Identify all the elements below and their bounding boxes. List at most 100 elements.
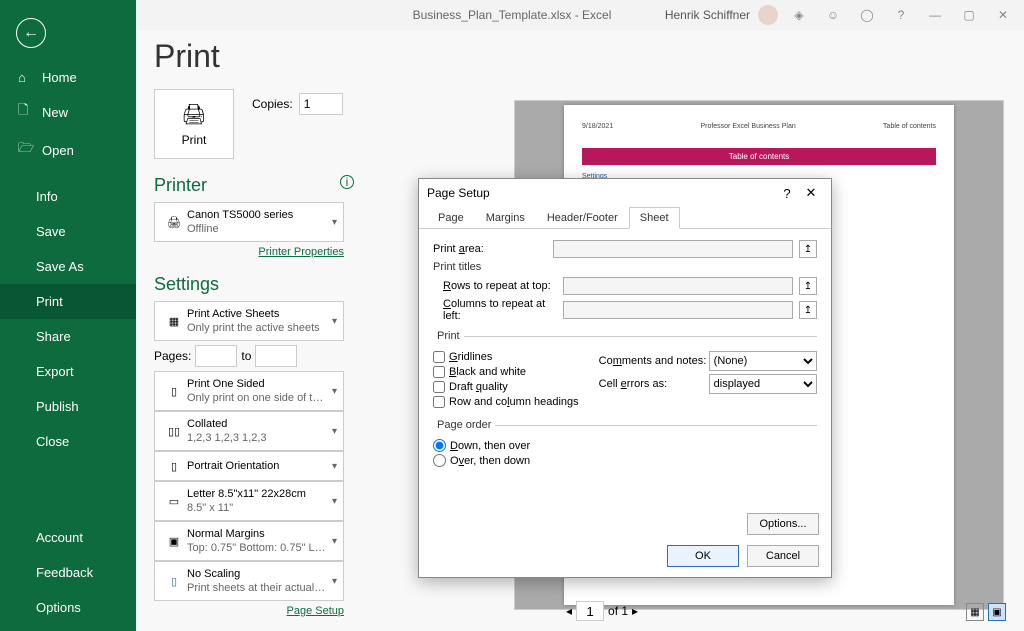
info-icon[interactable]: i	[340, 175, 354, 189]
nav-feedback[interactable]: Feedback	[0, 555, 136, 590]
dialog-close-button[interactable]: ✕	[799, 185, 823, 201]
nav-close[interactable]: Close	[0, 424, 136, 459]
tab-sheet[interactable]: Sheet	[629, 207, 680, 229]
settings-heading: Settings	[154, 274, 354, 295]
tab-header-footer[interactable]: Header/Footer	[536, 207, 629, 229]
ok-button[interactable]: OK	[667, 545, 739, 567]
comments-select[interactable]: (None)	[709, 351, 817, 371]
prev-page-button[interactable]: ◂	[566, 604, 572, 618]
new-icon: 🗋	[18, 101, 32, 123]
diamond-icon[interactable]: ◈	[786, 8, 812, 22]
nav-options[interactable]: Options	[0, 590, 136, 625]
rows-repeat-input[interactable]	[563, 277, 793, 295]
nav-account[interactable]: Account	[0, 520, 136, 555]
chk-draft[interactable]: Draft quality	[433, 381, 579, 393]
chevron-down-icon: ▾	[332, 426, 337, 437]
page-setup-link[interactable]: Page Setup	[287, 605, 345, 617]
errors-label: Cell errors as:	[599, 378, 709, 390]
nav-print[interactable]: Print	[0, 284, 136, 319]
nav-info[interactable]: Info	[0, 179, 136, 214]
cols-repeat-input[interactable]	[563, 301, 793, 319]
back-button[interactable]: ←	[16, 18, 46, 48]
margins-icon: ▣	[161, 535, 187, 548]
print-titles-label: Print titles	[433, 261, 817, 273]
user-name: Henrik Schiffner	[665, 8, 750, 22]
dialog-title: Page Setup	[427, 186, 775, 200]
account-icon[interactable]: ◯	[854, 8, 880, 22]
chk-rowcol[interactable]: Row and column headings	[433, 396, 579, 408]
setting-orientation[interactable]: ▯ Portrait Orientation ▾	[154, 451, 344, 481]
user-area: Henrik Schiffner ◈ ☺ ◯ ? — ▢ ✕	[665, 5, 1016, 25]
close-button[interactable]: ✕	[990, 8, 1016, 22]
nav-share[interactable]: Share	[0, 319, 136, 354]
user-avatar-icon[interactable]	[758, 5, 778, 25]
nav-open[interactable]: 🗁Open	[0, 131, 136, 169]
chevron-down-icon: ▾	[332, 217, 337, 228]
print-group-label: Print	[433, 330, 464, 342]
chevron-down-icon: ▾	[332, 316, 337, 327]
dialog-help-button[interactable]: ?	[775, 186, 799, 201]
file-title: Business_Plan_Template.xlsx - Excel	[413, 8, 612, 22]
sheets-icon: ▦	[161, 315, 187, 328]
preview-page-nav: ◂ of 1 ▸	[566, 601, 638, 621]
chevron-down-icon: ▾	[332, 461, 337, 472]
errors-select[interactable]: displayed	[709, 374, 817, 394]
maximize-button[interactable]: ▢	[956, 8, 982, 22]
print-area-input[interactable]	[553, 240, 793, 258]
toc-bar: Table of contents	[582, 148, 936, 165]
setting-print-active-sheets[interactable]: ▦ Print Active SheetsOnly print the acti…	[154, 301, 344, 341]
setting-margins[interactable]: ▣ Normal MarginsTop: 0.75" Bottom: 0.75"…	[154, 521, 344, 561]
current-page-input[interactable]	[576, 601, 604, 621]
setting-paper-size[interactable]: ▭ Letter 8.5"x11" 22x28cm8.5" x 11" ▾	[154, 481, 344, 521]
print-area-picker-icon[interactable]: ↥	[799, 240, 817, 258]
title-bar: Business_Plan_Template.xlsx - Excel Henr…	[0, 0, 1024, 30]
help-icon[interactable]: ?	[888, 8, 914, 22]
nav-export[interactable]: Export	[0, 354, 136, 389]
pages-label: Pages:	[154, 349, 191, 363]
chk-bw[interactable]: Black and white	[433, 366, 579, 378]
page-title: Print	[154, 38, 1006, 75]
setting-collated[interactable]: ▯▯ Collated1,2,3 1,2,3 1,2,3 ▾	[154, 411, 344, 451]
show-margins-button[interactable]: ▦	[966, 603, 984, 621]
copies-input[interactable]	[299, 93, 343, 115]
tab-margins[interactable]: Margins	[475, 207, 536, 229]
chk-gridlines[interactable]: Gridlines	[433, 351, 579, 363]
nav-save-as[interactable]: Save As	[0, 249, 136, 284]
nav-publish[interactable]: Publish	[0, 389, 136, 424]
copies-label: Copies:	[252, 97, 293, 111]
pages-to-input[interactable]	[255, 345, 297, 367]
smiley-icon[interactable]: ☺	[820, 8, 846, 22]
rows-repeat-label: Rows to repeat at top:	[443, 280, 557, 292]
print-button[interactable]: 🖨 Print	[154, 89, 234, 159]
orientation-icon: ▯	[161, 460, 187, 473]
options-button[interactable]: Options...	[747, 513, 819, 535]
home-icon: ⌂	[18, 70, 32, 85]
nav-new[interactable]: 🗋New	[0, 93, 136, 131]
nav-save[interactable]: Save	[0, 214, 136, 249]
radio-down-over[interactable]	[433, 439, 446, 452]
open-icon: 🗁	[18, 139, 32, 161]
chevron-down-icon: ▾	[332, 576, 337, 587]
setting-scaling[interactable]: ▯ No ScalingPrint sheets at their actual…	[154, 561, 344, 601]
chevron-down-icon: ▾	[332, 496, 337, 507]
cancel-button[interactable]: Cancel	[747, 545, 819, 567]
backstage-nav: ← ⌂Home 🗋New 🗁Open Info Save Save As Pri…	[0, 0, 136, 631]
minimize-button[interactable]: —	[922, 8, 948, 22]
rows-repeat-picker-icon[interactable]: ↥	[799, 277, 817, 295]
paper-icon: ▭	[161, 495, 187, 508]
printer-icon: 🖨	[181, 102, 206, 127]
setting-one-sided[interactable]: ▯ Print One SidedOnly print on one side …	[154, 371, 344, 411]
next-page-button[interactable]: ▸	[632, 604, 638, 618]
pages-from-input[interactable]	[195, 345, 237, 367]
printer-dropdown[interactable]: 🖨 Canon TS5000 seriesOffline ▾	[154, 202, 344, 242]
tab-page[interactable]: Page	[427, 207, 475, 229]
zoom-to-page-button[interactable]: ▣	[988, 603, 1006, 621]
printer-properties-link[interactable]: Printer Properties	[258, 246, 344, 258]
order-group-label: Page order	[433, 419, 495, 431]
cols-repeat-picker-icon[interactable]: ↥	[799, 301, 817, 319]
radio-over-down[interactable]	[433, 454, 446, 467]
nav-home[interactable]: ⌂Home	[0, 62, 136, 93]
page-icon: ▯	[161, 385, 187, 398]
collate-icon: ▯▯	[161, 425, 187, 438]
chevron-down-icon: ▾	[332, 386, 337, 397]
